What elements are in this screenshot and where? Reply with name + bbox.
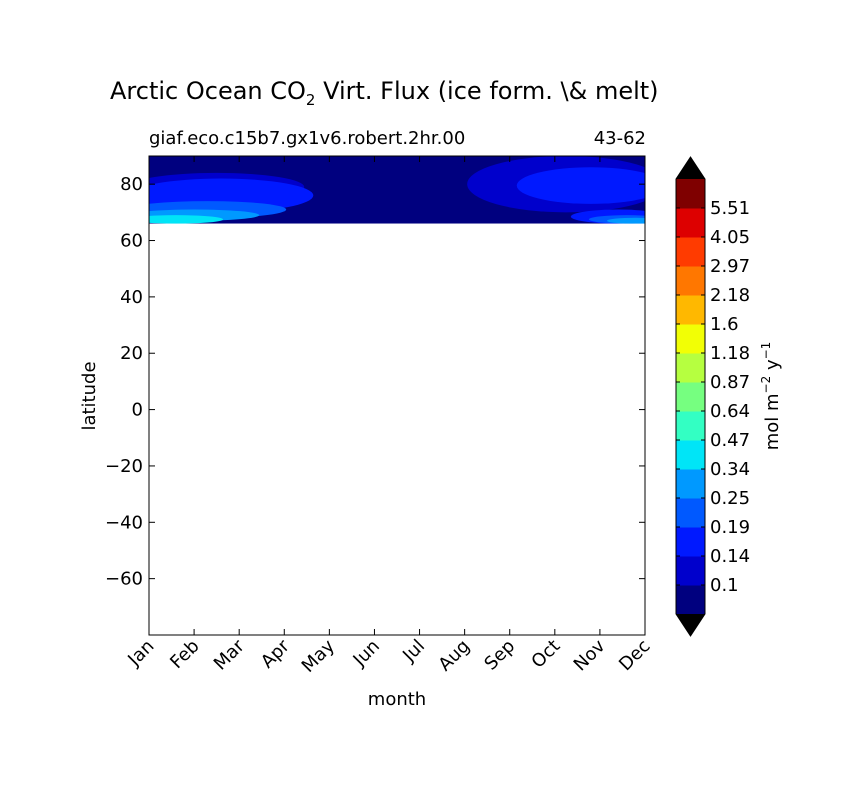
colorbar-tick-label: 0.34 (710, 459, 750, 480)
colorbar-segment (676, 353, 705, 383)
colorbar-segment (676, 179, 705, 209)
x-tick-label: Jun (349, 636, 384, 671)
chart-subtitle-left: giaf.eco.c15b7.gx1v6.robert.2hr.00 (149, 128, 465, 149)
colorbar-tick-label: 0.1 (710, 575, 739, 596)
colorbar-segment (676, 585, 705, 615)
plot-frame (148, 155, 646, 636)
colorbar-tick-label: 0.19 (710, 517, 750, 538)
colorbar-tick-label: 1.6 (710, 314, 739, 335)
x-tick-label: Aug (434, 636, 474, 676)
x-tick-label: Sep (480, 636, 519, 675)
y-tick-label: −20 (105, 456, 143, 477)
contour-region (516, 167, 645, 204)
contour-field (149, 156, 645, 224)
colorbar-extend-max (676, 157, 705, 179)
colorbar-tick-label: 0.64 (710, 401, 750, 422)
y-axis-label: latitude (79, 361, 100, 430)
x-tick-label: May (298, 635, 339, 676)
colorbar-tick-label: 0.25 (710, 488, 750, 509)
colorbar-segment (676, 440, 705, 470)
x-tick-label: Oct (527, 636, 564, 673)
colorbar: 0.1 0.14 0.19 0.25 0.34 0.47 0.64 0.87 1.18 1.6 2.… (675, 156, 750, 637)
y-tick-label: 80 (120, 174, 143, 195)
x-tick-label: Jul (398, 636, 429, 667)
colorbar-segment (676, 411, 705, 441)
y-tick-label: 40 (120, 287, 143, 308)
y-tick-label: 0 (132, 400, 143, 421)
y-tick-label: −60 (105, 569, 143, 590)
colorbar-segment (676, 527, 705, 557)
colorbar-segment (676, 237, 705, 267)
y-axis: 80 60 40 20 0 −20 −40 −60 (105, 174, 645, 590)
x-tick-label: Nov (570, 635, 610, 675)
colorbar-segment (676, 266, 705, 296)
colorbar-segment (676, 498, 705, 528)
x-tick-label: Jan (123, 636, 158, 671)
colorbar-segment (676, 469, 705, 499)
colorbar-tick-label: 2.18 (710, 285, 750, 306)
x-tick-label: Dec (615, 636, 654, 675)
x-tick-label: Feb (166, 636, 203, 673)
colorbar-segment (676, 295, 705, 325)
colorbar-segment (676, 556, 705, 586)
colorbar-tick-label: 0.87 (710, 372, 750, 393)
x-axis: Jan Feb Mar Apr May Jun Jul Aug Sep Oct Nov Dec (123, 156, 655, 677)
colorbar-tick-label: 0.47 (710, 430, 750, 451)
colorbar-segment (676, 324, 705, 354)
chart-subtitle-right: 43-62 (594, 128, 646, 149)
x-tick-label: Mar (210, 635, 249, 674)
colorbar-tick-label: 1.18 (710, 343, 750, 364)
y-tick-label: 60 (120, 231, 143, 252)
contour-region (606, 217, 645, 224)
colorbar-tick-label: 0.14 (710, 546, 750, 567)
chart-title: Arctic Ocean CO2 Virt. Flux (ice form. \… (110, 77, 659, 109)
colorbar-extend-min (676, 614, 705, 636)
x-axis-label: month (368, 689, 426, 710)
colorbar-segment (676, 382, 705, 412)
x-tick-label: Apr (257, 635, 294, 672)
y-tick-label: 20 (120, 343, 143, 364)
contour-region (149, 215, 224, 224)
colorbar-segment (676, 208, 705, 238)
colorbar-tick-label: 2.97 (710, 256, 750, 277)
colorbar-tick-label: 5.51 (710, 198, 750, 219)
y-tick-label: −40 (105, 512, 143, 533)
colorbar-tick-label: 4.05 (710, 227, 750, 248)
colorbar-label: mol m−2 y−1 (759, 342, 783, 451)
colorbar-outline (675, 156, 706, 637)
